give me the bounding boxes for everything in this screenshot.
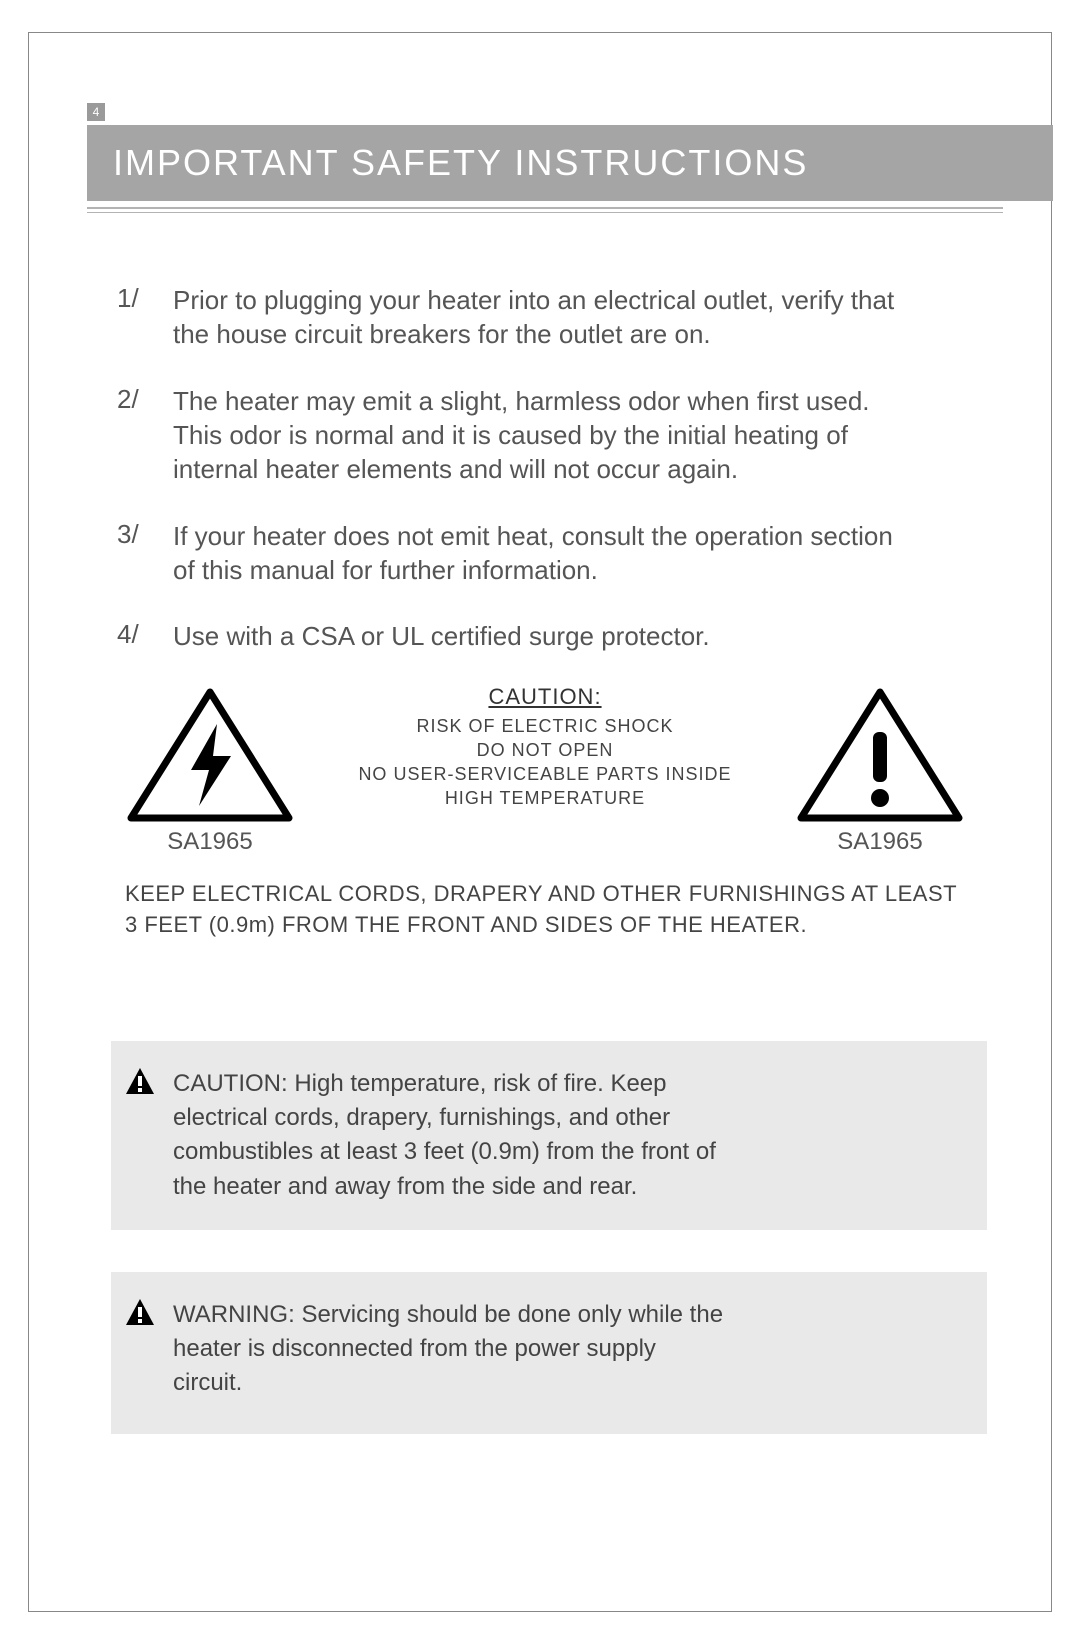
alert-icon: [125, 1067, 165, 1203]
list-number: 1/: [117, 283, 173, 352]
list-item: 2/ The heater may emit a slight, harmles…: [117, 384, 917, 487]
list-item: 4/ Use with a CSA or UL certified surge …: [117, 619, 917, 653]
lightning-triangle-icon: [125, 686, 295, 826]
list-item: 1/ Prior to plugging your heater into an…: [117, 283, 917, 352]
warning-box: WARNING: Servicing should be done only w…: [111, 1272, 987, 1434]
exclamation-triangle-icon: [795, 686, 965, 826]
rule-thin: [87, 212, 1003, 213]
rule-thick: [87, 207, 1003, 209]
caution-row: SA1965 CAUTION: RISK OF ELECTRIC SHOCK D…: [125, 686, 965, 856]
page-content: 4 IMPORTANT SAFETY INSTRUCTIONS 1/ Prior…: [87, 103, 1053, 1434]
list-text: Prior to plugging your heater into an el…: [173, 283, 917, 352]
page-frame: 4 IMPORTANT SAFETY INSTRUCTIONS 1/ Prior…: [28, 32, 1052, 1612]
page-title: IMPORTANT SAFETY INSTRUCTIONS: [113, 142, 808, 184]
alert-icon: [125, 1298, 165, 1400]
list-number: 2/: [117, 384, 173, 487]
right-code: SA1965: [795, 828, 965, 856]
warning-box-text: WARNING: Servicing should be done only w…: [165, 1298, 725, 1400]
list-number: 3/: [117, 519, 173, 588]
instruction-list: 1/ Prior to plugging your heater into an…: [117, 283, 917, 654]
list-item: 3/ If your heater does not emit heat, co…: [117, 519, 917, 588]
page-number-tag: 4: [87, 103, 105, 121]
shock-triangle: SA1965: [125, 686, 295, 856]
caution-box-text: CAUTION: High temperature, risk of fire.…: [165, 1067, 725, 1203]
left-code: SA1965: [125, 828, 295, 856]
warning-triangle: SA1965: [795, 686, 965, 856]
caution-heading: CAUTION:: [303, 684, 787, 710]
list-number: 4/: [117, 619, 173, 653]
caution-box: CAUTION: High temperature, risk of fire.…: [111, 1041, 987, 1229]
list-text: The heater may emit a slight, harmless o…: [173, 384, 917, 487]
title-band: IMPORTANT SAFETY INSTRUCTIONS: [87, 125, 1053, 201]
caution-text-block: CAUTION: RISK OF ELECTRIC SHOCK DO NOT O…: [295, 686, 795, 811]
list-text: Use with a CSA or UL certified surge pro…: [173, 619, 710, 653]
list-text: If your heater does not emit heat, consu…: [173, 519, 917, 588]
keep-clear-text: KEEP ELECTRICAL CORDS, DRAPERY AND OTHER…: [125, 878, 975, 942]
caution-lines: RISK OF ELECTRIC SHOCK DO NOT OPEN NO US…: [303, 714, 787, 811]
